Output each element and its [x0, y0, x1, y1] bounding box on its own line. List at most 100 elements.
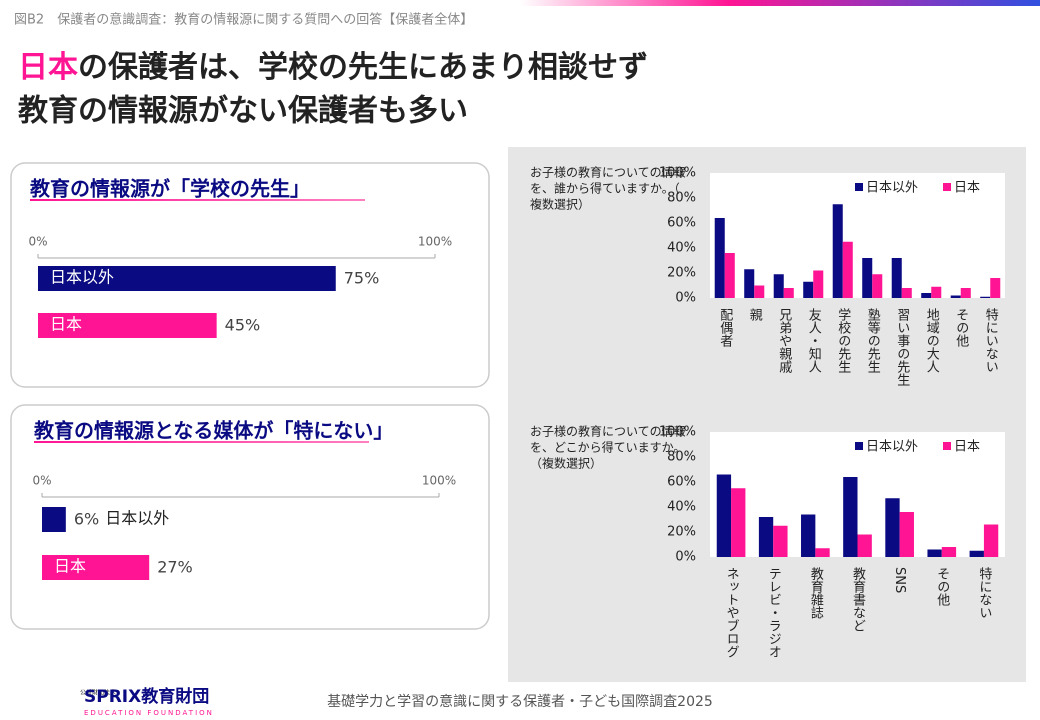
bar — [899, 512, 914, 557]
x-tick-label: 地域の大人 — [924, 308, 940, 373]
bar — [941, 547, 957, 557]
bar — [980, 296, 991, 298]
category-label: 日本以外 — [105, 509, 169, 528]
y-tick-label: 20% — [667, 266, 696, 281]
logo-org: 公益財団法人 — [80, 689, 116, 697]
bar — [969, 550, 984, 557]
bar — [990, 278, 1001, 298]
x-tick-label: 特にない — [976, 567, 992, 619]
x-tick-label: テレビ・ラジオ — [766, 567, 781, 658]
top-bar — [520, 0, 1040, 6]
bar — [891, 258, 902, 298]
legend-label: 日本以外 — [866, 181, 918, 196]
question: を、誰から得ていますか。（ — [530, 181, 680, 196]
y-tick-label: 80% — [667, 191, 696, 206]
bar — [773, 274, 784, 298]
headline-highlight: 日本 — [18, 50, 78, 85]
y-tick-label: 0% — [675, 550, 696, 565]
headline: 日本の保護者は、学校の先生にあまり相談せず — [18, 50, 648, 85]
bar — [754, 285, 765, 298]
value-label: 27% — [157, 558, 193, 577]
legend-label: 日本 — [954, 440, 980, 455]
y-tick-label: 100% — [659, 425, 696, 440]
bar — [862, 258, 873, 298]
bar — [42, 507, 66, 532]
bar — [38, 313, 217, 338]
x-tick-label: 0% — [28, 235, 47, 249]
bar — [950, 295, 961, 298]
x-tick-label: 習い事の先生 — [894, 308, 910, 386]
bar — [857, 534, 872, 557]
bar — [843, 477, 858, 557]
bar — [832, 204, 843, 298]
chart-title: 教育の情報源が「学校の先生」 — [30, 177, 310, 201]
bar — [960, 288, 971, 298]
x-tick-label: SNS — [892, 567, 907, 593]
bar — [801, 514, 816, 557]
bar — [815, 548, 830, 557]
value-label: 6% — [74, 510, 99, 529]
category-label: 日本 — [50, 315, 82, 334]
bar — [872, 274, 883, 298]
x-tick-label: 100% — [418, 235, 452, 249]
category-label: 日本 — [54, 557, 86, 576]
question: （複数選択） — [530, 456, 602, 471]
x-tick-label: 友人・知人 — [806, 307, 822, 373]
question: を、どこから得ていますか。 — [530, 440, 685, 455]
y-tick-label: 0% — [675, 291, 696, 306]
bar — [803, 281, 814, 298]
bar — [731, 488, 746, 557]
x-tick-label: 教育書など — [850, 566, 866, 632]
x-tick-label: 兄弟や親戚 — [776, 308, 792, 373]
plot-area — [710, 173, 1005, 298]
bar — [724, 253, 735, 298]
question: 複数選択） — [530, 197, 590, 212]
x-tick-label: 塾等の先生 — [865, 307, 881, 373]
category-label: 日本以外 — [50, 268, 114, 287]
y-tick-label: 60% — [667, 216, 696, 231]
x-tick-label: 特にいない — [983, 308, 999, 373]
bar — [716, 474, 732, 557]
bar — [773, 525, 788, 557]
question: お子様の教育についての情報 — [530, 165, 686, 180]
bar — [813, 270, 824, 298]
bar — [758, 517, 774, 557]
legend-swatch — [943, 442, 951, 450]
bar — [744, 269, 755, 298]
bar — [921, 293, 932, 298]
value-label: 75% — [344, 269, 380, 288]
footer: 基礎学力と学習の意識に関する保護者・子ども国際調査2025 — [327, 693, 713, 710]
y-tick-label: 60% — [667, 475, 696, 490]
headline-text: の保護者は、学校の先生にあまり相談せず — [78, 50, 648, 85]
x-tick-label: 学校の先生 — [835, 307, 851, 373]
title-underline — [30, 199, 365, 201]
y-tick-label: 40% — [667, 241, 696, 256]
x-tick-label: その他 — [953, 308, 969, 348]
legend-swatch — [855, 442, 863, 450]
x-tick-label: 配偶者 — [717, 308, 733, 348]
y-tick-label: 100% — [659, 166, 696, 181]
bar — [885, 498, 900, 557]
bar — [38, 266, 336, 291]
bar — [783, 288, 794, 298]
logo-sub: EDUCATION FOUNDATION — [84, 709, 214, 717]
logo: SPRIX教育財団 — [84, 686, 209, 707]
bar — [714, 218, 725, 298]
bar — [42, 555, 150, 580]
title-underline — [34, 441, 369, 443]
headline: 教育の情報源がない保護者も多い — [18, 94, 468, 129]
bar — [842, 241, 853, 298]
legend-swatch — [943, 183, 951, 191]
x-tick-label: 0% — [32, 474, 51, 488]
question: お子様の教育についての情報 — [530, 424, 686, 439]
x-tick-label: 教育雑誌 — [808, 566, 824, 619]
y-tick-label: 80% — [667, 450, 696, 465]
y-tick-label: 40% — [667, 500, 696, 515]
bar — [931, 286, 942, 298]
bar — [983, 524, 999, 557]
header: 図B2 保護者の意識調査：教育の情報源に関する質問への回答【保護者全体】 — [14, 12, 473, 28]
bar — [927, 549, 942, 557]
legend-swatch — [855, 183, 863, 191]
y-tick-label: 20% — [667, 525, 696, 540]
